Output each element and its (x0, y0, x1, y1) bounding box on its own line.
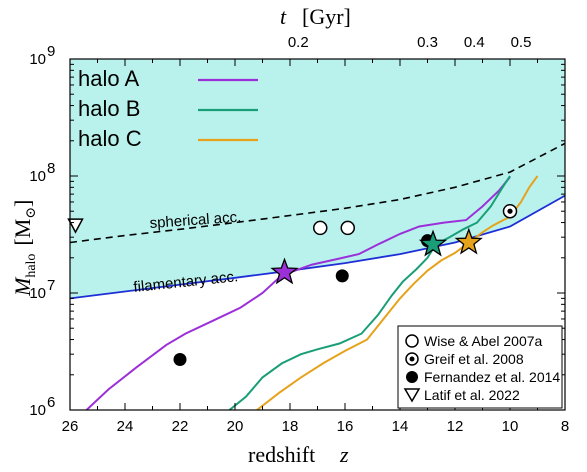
y-tick-label-9: 10 (29, 51, 46, 68)
y-tick-exp-9: 9 (47, 43, 55, 60)
legend-bullseye-dot (409, 356, 415, 362)
y-axis-sub: halo (24, 254, 39, 278)
series-line-halo-a (85, 176, 511, 410)
top-axis-title: t [Gyr] (280, 4, 351, 29)
legend-obs-latif: Latif et al. 2022 (424, 387, 520, 403)
obs-point-open-circle-1 (340, 220, 355, 236)
legend-label-halo-a: halo A (78, 66, 139, 91)
spherical-acc-label: spherical acc. (149, 209, 242, 232)
x-tick-label-26: 26 (62, 418, 79, 435)
shaded-area (70, 59, 565, 299)
legend-filled-circle-icon (406, 371, 418, 383)
y-axis-title: Mhalo [M⊙] (10, 200, 39, 297)
x-tick-label-16: 16 (337, 418, 354, 435)
x-tick-label-10: 10 (502, 418, 519, 435)
top-tick-label-0.3: 0.3 (417, 34, 438, 51)
x-axis-var: z (339, 442, 349, 467)
x-tick-label-12: 12 (447, 418, 464, 435)
legend-label-halo-b: halo B (78, 96, 140, 121)
y-tick-label-8: 10 (29, 168, 46, 185)
star-markers (270, 227, 483, 285)
y-axis-var: M (10, 276, 35, 297)
legend-obs-fernandez: Fernandez et al. 2014 (424, 369, 560, 385)
top-axis-var: t (280, 4, 287, 29)
x-tick-label-20: 20 (227, 418, 244, 435)
legend-down-triangle-icon (403, 388, 421, 403)
legend-halos: halo A halo B halo C (78, 66, 258, 151)
obs-point-filled-circle-1 (335, 269, 349, 283)
y-tick-exp-8: 8 (47, 160, 55, 177)
x-tick-label-22: 22 (172, 418, 189, 435)
x-tick-label-18: 18 (282, 418, 299, 435)
y-axis-sun-symbol: ⊙ (24, 207, 39, 219)
star-halo-b (418, 229, 448, 257)
x-tick-label-24: 24 (117, 418, 134, 435)
x-axis-title: redshift z (248, 442, 349, 467)
obs-point-open-circle-0 (313, 220, 328, 236)
legend-obs-wise: Wise & Abel 2007a (424, 333, 543, 349)
star-halo-a (270, 257, 299, 285)
legend-obs-box (397, 325, 563, 409)
x-tick-label-8: 8 (561, 418, 569, 435)
top-tick-label-0.2: 0.2 (288, 34, 309, 51)
y-tick-exp-7: 7 (47, 277, 55, 294)
obs-point-bullseye-0-dot (507, 208, 513, 214)
obs-point-filled-circle-0 (173, 353, 187, 367)
x-axis-label: redshift (248, 442, 315, 467)
star-halo-c (454, 227, 483, 255)
accretion-shaded-region (70, 59, 565, 299)
legend-open-circle-icon (405, 334, 419, 348)
legend-obs-greif: Greif et al. 2008 (424, 351, 524, 367)
svg-text:Mhalo[M⊙]: Mhalo [M⊙] (10, 200, 39, 297)
x-tick-label-14: 14 (392, 418, 409, 435)
y-tick-exp-6: 6 (47, 394, 55, 411)
series-line-halo-b (228, 175, 511, 410)
filamentary-acc-curve (70, 194, 565, 300)
top-tick-label-0.5: 0.5 (511, 34, 532, 51)
top-axis-unit: [Gyr] (302, 4, 351, 29)
y-axis-unit-close: ] (10, 200, 35, 207)
legend-observations: Wise & Abel 2007a Greif et al. 2008 Fern… (397, 325, 563, 409)
legend-label-halo-c: halo C (78, 126, 142, 151)
top-tick-label-0.4: 0.4 (464, 34, 485, 51)
y-axis-unit-open: [M (10, 219, 35, 246)
axes: 26 24 22 20 18 16 14 12 10 810 610 710 810 90.2 0.3 0.4… (29, 34, 569, 435)
accretion-curves (70, 142, 565, 300)
y-tick-label-6: 10 (29, 402, 46, 419)
y-tick-label-7: 10 (29, 285, 46, 302)
